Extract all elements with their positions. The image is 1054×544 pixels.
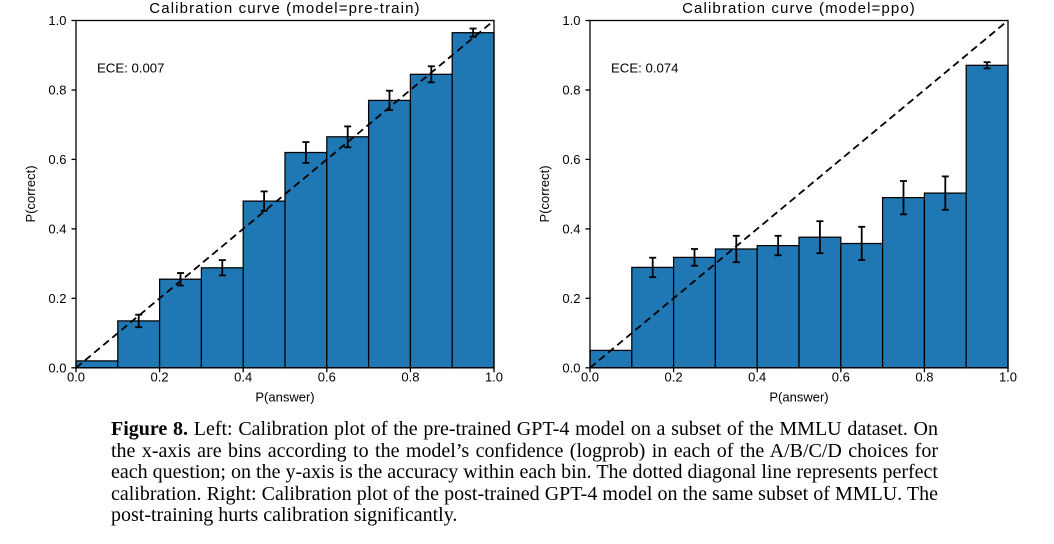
svg-text:0.0: 0.0 bbox=[67, 370, 85, 385]
svg-text:1.0: 1.0 bbox=[999, 370, 1017, 385]
svg-text:P(correct): P(correct) bbox=[537, 165, 552, 222]
svg-text:0.4: 0.4 bbox=[48, 222, 66, 237]
svg-text:0.2: 0.2 bbox=[562, 291, 580, 306]
svg-text:0.6: 0.6 bbox=[318, 370, 336, 385]
svg-text:1.0: 1.0 bbox=[48, 13, 66, 28]
svg-text:P(answer): P(answer) bbox=[255, 390, 314, 405]
svg-text:P(answer): P(answer) bbox=[769, 390, 828, 405]
svg-text:0.6: 0.6 bbox=[832, 370, 850, 385]
svg-text:0.0: 0.0 bbox=[562, 360, 580, 375]
svg-text:0.8: 0.8 bbox=[401, 370, 419, 385]
svg-text:0.8: 0.8 bbox=[562, 83, 580, 98]
svg-text:0.8: 0.8 bbox=[48, 83, 66, 98]
svg-text:0.0: 0.0 bbox=[48, 360, 66, 375]
svg-text:1.0: 1.0 bbox=[485, 370, 503, 385]
svg-text:0.6: 0.6 bbox=[562, 152, 580, 167]
svg-text:0.0: 0.0 bbox=[581, 370, 599, 385]
svg-text:ECE: 0.007: ECE: 0.007 bbox=[97, 61, 164, 76]
svg-text:0.4: 0.4 bbox=[748, 370, 766, 385]
svg-text:1.0: 1.0 bbox=[562, 13, 580, 28]
svg-text:0.2: 0.2 bbox=[48, 291, 66, 306]
svg-text:0.4: 0.4 bbox=[562, 222, 580, 237]
svg-text:0.2: 0.2 bbox=[151, 370, 169, 385]
svg-text:Calibration curve (model=pre-t: Calibration curve (model=pre-train) bbox=[149, 0, 420, 17]
svg-text:0.2: 0.2 bbox=[665, 370, 683, 385]
svg-text:P(correct): P(correct) bbox=[23, 165, 38, 222]
svg-text:0.6: 0.6 bbox=[48, 152, 66, 167]
svg-text:ECE: 0.074: ECE: 0.074 bbox=[611, 61, 678, 76]
svg-text:0.8: 0.8 bbox=[915, 370, 933, 385]
svg-text:0.4: 0.4 bbox=[234, 370, 252, 385]
svg-text:Calibration curve (model=ppo): Calibration curve (model=ppo) bbox=[682, 0, 916, 17]
